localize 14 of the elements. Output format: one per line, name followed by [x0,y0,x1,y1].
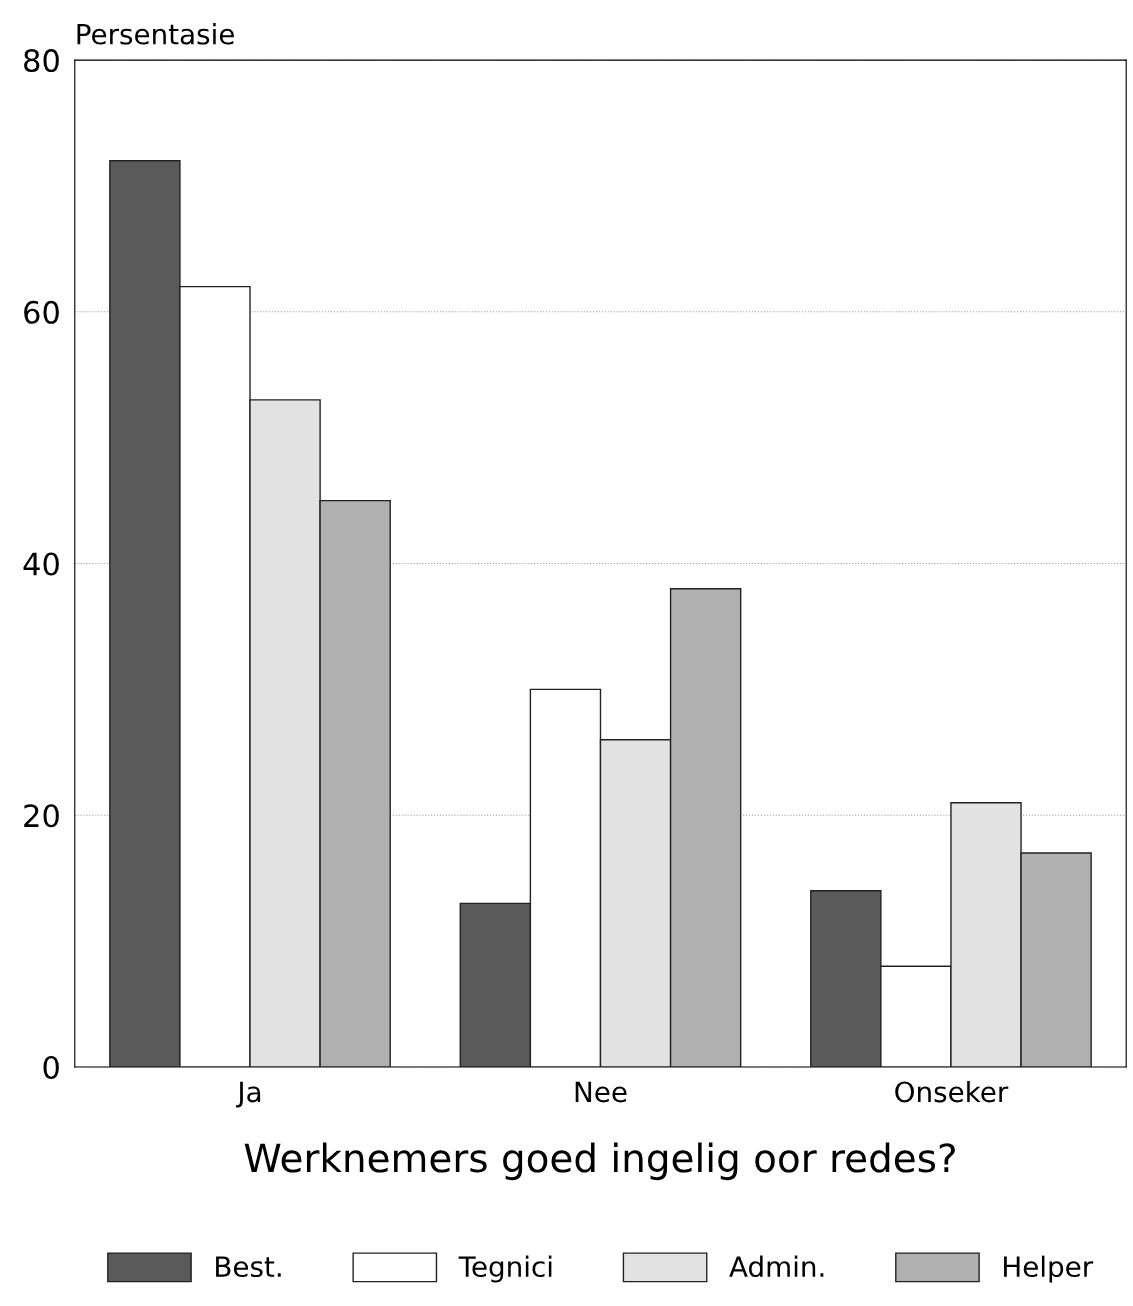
legend-label: Best. [216,1256,281,1278]
x-tick-label: Ja [235,1081,261,1108]
y-tick-label: 80 [24,49,59,73]
x-axis-title: Werknemers goed ingelig oor redes? [244,1142,955,1181]
legend-label: Tegnici [458,1255,552,1283]
legend-label: Helper [1004,1255,1094,1283]
y-axis-title: Persentasie [77,23,234,45]
y-tick-label: 40 [23,552,59,576]
x-tick-label: Nee [575,1081,627,1103]
y-tick-label: 60 [24,300,59,324]
y-tick-label: 20 [24,804,59,828]
legend-label: Admin. [729,1255,824,1278]
x-tick-label: Onseker [895,1080,1009,1103]
y-tick-label: 0 [43,1055,59,1080]
